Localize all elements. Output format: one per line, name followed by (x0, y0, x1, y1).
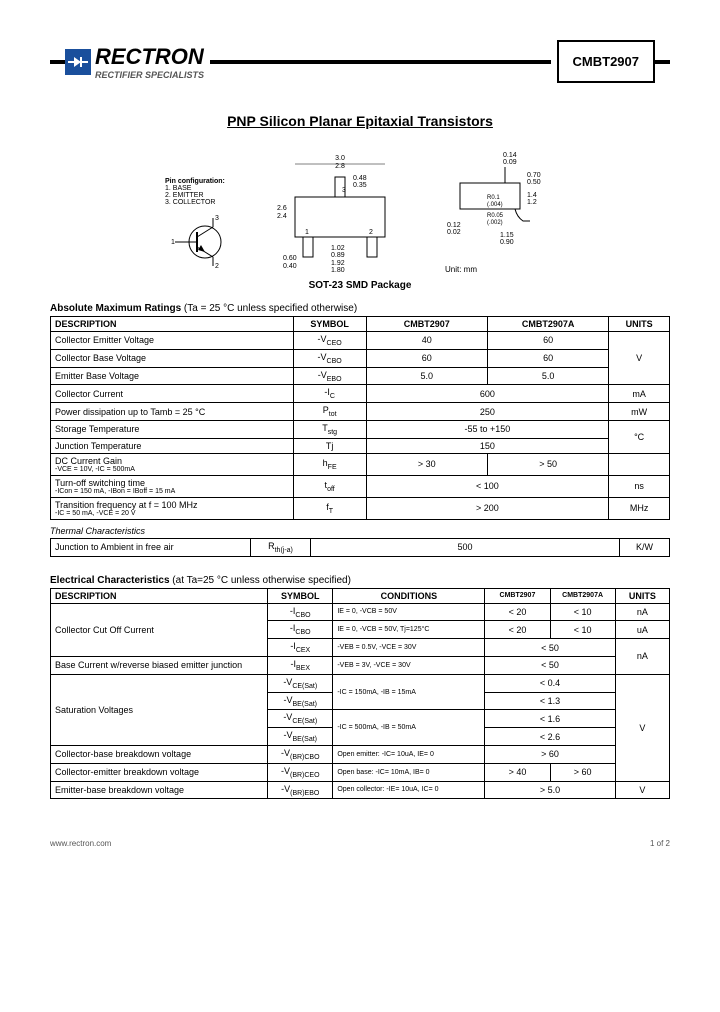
svg-text:0.12: 0.12 (447, 222, 461, 229)
brand-name: RECTRON (95, 44, 204, 70)
package-diagrams: Pin configuration: 1. BASE 2. EMITTER 3.… (50, 149, 670, 274)
logo: RECTRON RECTIFIER SPECIALISTS (65, 44, 204, 80)
rule-mid (210, 60, 551, 64)
svg-text:1.80: 1.80 (331, 267, 345, 272)
top-view-diagram: 3.0 2.8 0.48 0.35 3 1 2 2.6 2.4 0.60 0.4… (265, 152, 415, 274)
rule-left (50, 60, 65, 64)
svg-text:(.002): (.002) (487, 220, 503, 226)
pin-2: 2. EMITTER (165, 192, 235, 199)
svg-text:1: 1 (171, 239, 175, 246)
abs-max-title: Absolute Maximum Ratings (Ta = 25 °C unl… (50, 303, 670, 314)
pin-config-title: Pin configuration: (165, 178, 235, 185)
svg-text:0.89: 0.89 (331, 252, 345, 259)
thermal-table: Junction to Ambient in free air Rth(j-a)… (50, 538, 670, 557)
svg-text:3: 3 (215, 215, 219, 222)
svg-text:R0.05: R0.05 (487, 213, 504, 219)
svg-text:1.92: 1.92 (331, 260, 345, 267)
svg-text:1.2: 1.2 (527, 199, 537, 206)
abs-max-table: DESCRIPTION SYMBOL CMBT2907 CMBT2907A UN… (50, 316, 670, 520)
svg-text:R0.1: R0.1 (487, 195, 500, 201)
svg-text:0.09: 0.09 (503, 159, 517, 166)
svg-text:2: 2 (215, 263, 219, 270)
page-header: RECTRON RECTIFIER SPECIALISTS CMBT2907 (50, 40, 670, 83)
svg-text:0.70: 0.70 (527, 172, 541, 179)
page-footer: www.rectron.com 1 of 2 (50, 839, 670, 848)
svg-text:0.60: 0.60 (283, 255, 297, 262)
rule-right (655, 60, 670, 64)
part-number-box: CMBT2907 (557, 40, 655, 83)
transistor-symbol-icon: 1 3 2 (165, 212, 235, 272)
svg-text:(.004): (.004) (487, 202, 503, 208)
svg-text:0.90: 0.90 (500, 239, 514, 246)
svg-text:0.35: 0.35 (353, 182, 367, 189)
svg-text:3.0: 3.0 (335, 155, 345, 162)
svg-text:0.14: 0.14 (503, 152, 517, 159)
svg-text:2: 2 (369, 229, 373, 236)
thermal-title: Thermal Characteristics (50, 526, 670, 536)
svg-text:0.02: 0.02 (447, 229, 461, 236)
tagline: RECTIFIER SPECIALISTS (95, 70, 204, 80)
svg-text:2.4: 2.4 (277, 213, 287, 220)
diode-icon (65, 49, 91, 75)
pin-3: 3. COLLECTOR (165, 199, 235, 206)
package-label: SOT-23 SMD Package (50, 280, 670, 291)
elec-table: DESCRIPTION SYMBOL CONDITIONS CMBT2907 C… (50, 588, 670, 800)
svg-text:2.6: 2.6 (277, 205, 287, 212)
footer-page: 1 of 2 (650, 839, 670, 848)
side-view-diagram: 0.14 0.09 0.70 0.50 1.4 1.2 R0.1 (.004) … (445, 149, 555, 274)
svg-text:0.40: 0.40 (283, 263, 297, 270)
footer-url: www.rectron.com (50, 839, 111, 848)
unit-label: Unit: mm (445, 265, 555, 274)
pin-config-diagram: Pin configuration: 1. BASE 2. EMITTER 3.… (165, 178, 235, 274)
svg-text:1.02: 1.02 (331, 245, 345, 252)
svg-text:1: 1 (305, 229, 309, 236)
pin-1: 1. BASE (165, 185, 235, 192)
svg-text:1.15: 1.15 (500, 232, 514, 239)
svg-text:1.4: 1.4 (527, 192, 537, 199)
elec-title: Electrical Characteristics (at Ta=25 °C … (50, 575, 670, 586)
svg-text:0.50: 0.50 (527, 179, 541, 186)
svg-text:0.48: 0.48 (353, 175, 367, 182)
page-title: PNP Silicon Planar Epitaxial Transistors (50, 113, 670, 129)
svg-text:3: 3 (342, 187, 346, 194)
